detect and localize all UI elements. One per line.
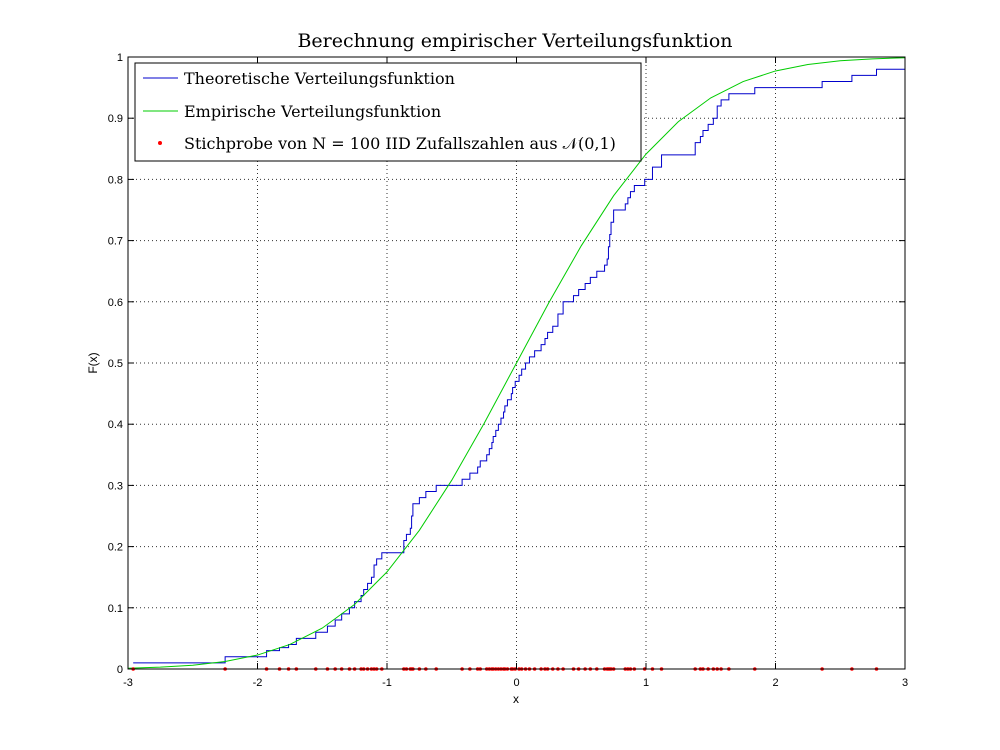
y-tick-label: 0.5 xyxy=(108,358,123,370)
legend: Theoretische Verteilungsfunktion Empiris… xyxy=(134,62,642,162)
x-tick-label: -2 xyxy=(253,677,263,689)
series-layer xyxy=(127,57,906,671)
y-tick-label: 0.7 xyxy=(108,236,123,248)
x-tick-label: 1 xyxy=(643,677,649,689)
y-tick-label: 0.2 xyxy=(108,542,123,554)
y-tick-label: 0.4 xyxy=(108,419,123,431)
legend-marker-series-3 xyxy=(158,141,162,145)
chart-title: Berechnung empirischer Verteilungsfunkti… xyxy=(297,30,732,52)
y-tick-label: 0.3 xyxy=(108,480,123,492)
y-axis-label: F(x) xyxy=(86,352,100,373)
y-tick-label: 0.6 xyxy=(108,297,123,309)
x-tick-label: -1 xyxy=(382,677,392,689)
axis-ticks: -3 -2 -1 0 1 2 3 0 0.1 0.2 0.3 0.4 0.5 0.6 0.7 0.8 0.9 1 xyxy=(108,52,908,689)
x-tick-label: 3 xyxy=(902,677,908,689)
x-tick-label: 0 xyxy=(513,677,519,689)
legend-label-series-2: Empirische Verteilungsfunktion xyxy=(184,102,441,121)
x-axis-label: x xyxy=(513,692,519,706)
legend-box xyxy=(134,62,642,162)
series-1-step-line xyxy=(133,68,905,664)
legend-label-series-3: Stichprobe von N = 100 IID Zufallszahlen… xyxy=(184,134,616,153)
y-tick-label: 0.1 xyxy=(108,603,123,615)
legend-label-series-1: Theoretische Verteilungsfunktion xyxy=(184,69,455,88)
y-tick-label: 0 xyxy=(117,664,123,676)
y-tick-label: 1 xyxy=(117,52,123,64)
series-2-line xyxy=(127,57,906,669)
y-tick-label: 0.9 xyxy=(108,113,123,125)
x-tick-label: -3 xyxy=(123,677,133,689)
x-tick-label: 2 xyxy=(772,677,778,689)
y-tick-label: 0.8 xyxy=(108,174,123,186)
